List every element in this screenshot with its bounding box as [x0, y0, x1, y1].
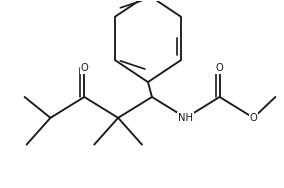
Text: O: O [80, 63, 88, 73]
Text: O: O [250, 113, 257, 123]
Text: NH: NH [178, 113, 193, 123]
Text: O: O [216, 63, 224, 73]
